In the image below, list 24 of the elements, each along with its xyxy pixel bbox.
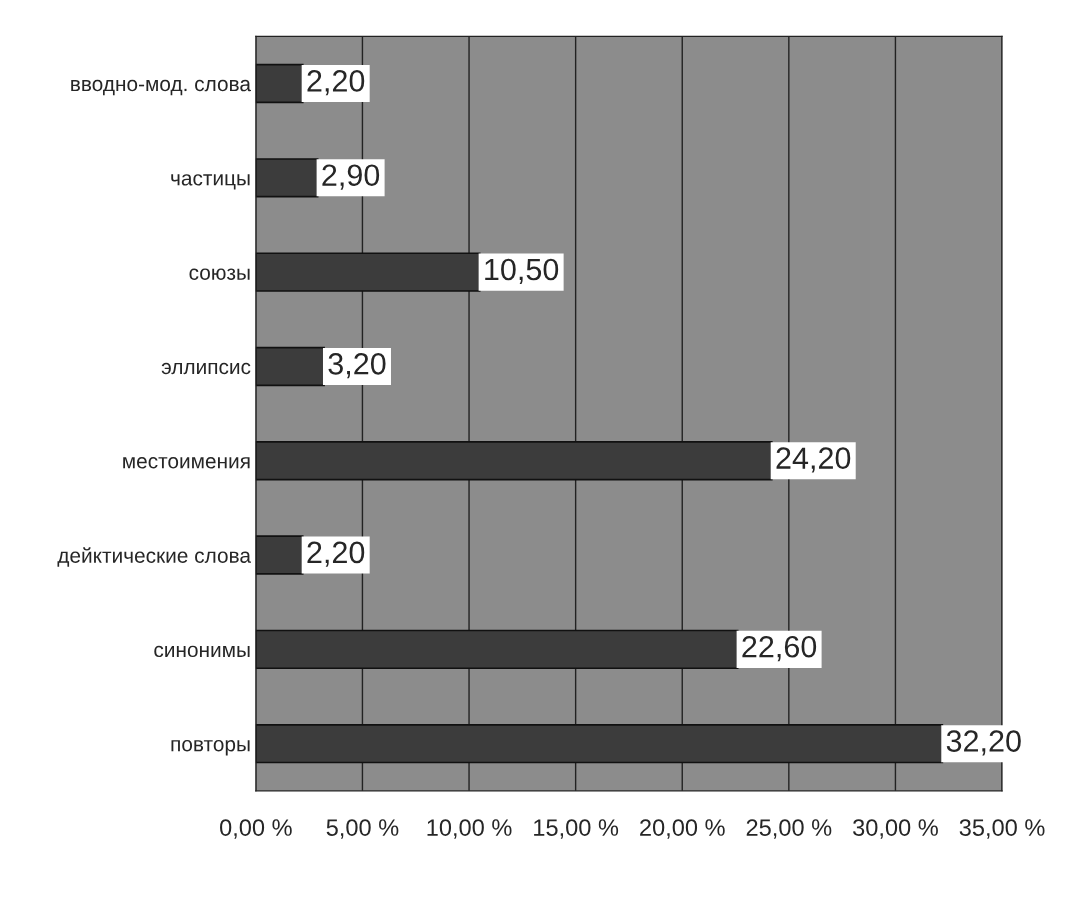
y-tick-label: союзы — [189, 268, 250, 280]
x-tick-label: 25,00 % — [746, 819, 832, 839]
y-tick-label: дейктические слова — [57, 547, 251, 567]
data-label: 32,20 — [946, 730, 1021, 756]
x-tick-label: 5,00 % — [326, 819, 399, 839]
x-tick-label: 20,00 % — [640, 819, 725, 839]
y-tick-label: синонимы — [154, 645, 250, 658]
data-label: 24,20 — [776, 447, 851, 473]
x-tick-label: 30,00 % — [853, 819, 938, 839]
x-tick-label: 15,00 % — [534, 819, 619, 839]
y-tick-label: эллипсис — [161, 362, 251, 375]
data-label: 2,20 — [307, 70, 365, 96]
x-tick-label: 35,00 % — [959, 819, 1045, 839]
x-tick-label: 10,00 % — [427, 819, 512, 839]
y-tick-label: местоимения — [123, 457, 250, 469]
data-label: 22,60 — [742, 635, 817, 662]
x-tick-label: 0,00 % — [220, 819, 292, 839]
data-label: 3,20 — [328, 353, 386, 379]
y-tick-label: повторы — [171, 740, 250, 756]
data-label: 2,20 — [307, 541, 365, 567]
data-label: 2,90 — [322, 164, 380, 190]
y-tick-label: вводно-мод. слова — [71, 79, 251, 96]
y-tick-label: частицы — [171, 174, 250, 190]
data-label: 10,50 — [485, 258, 559, 284]
